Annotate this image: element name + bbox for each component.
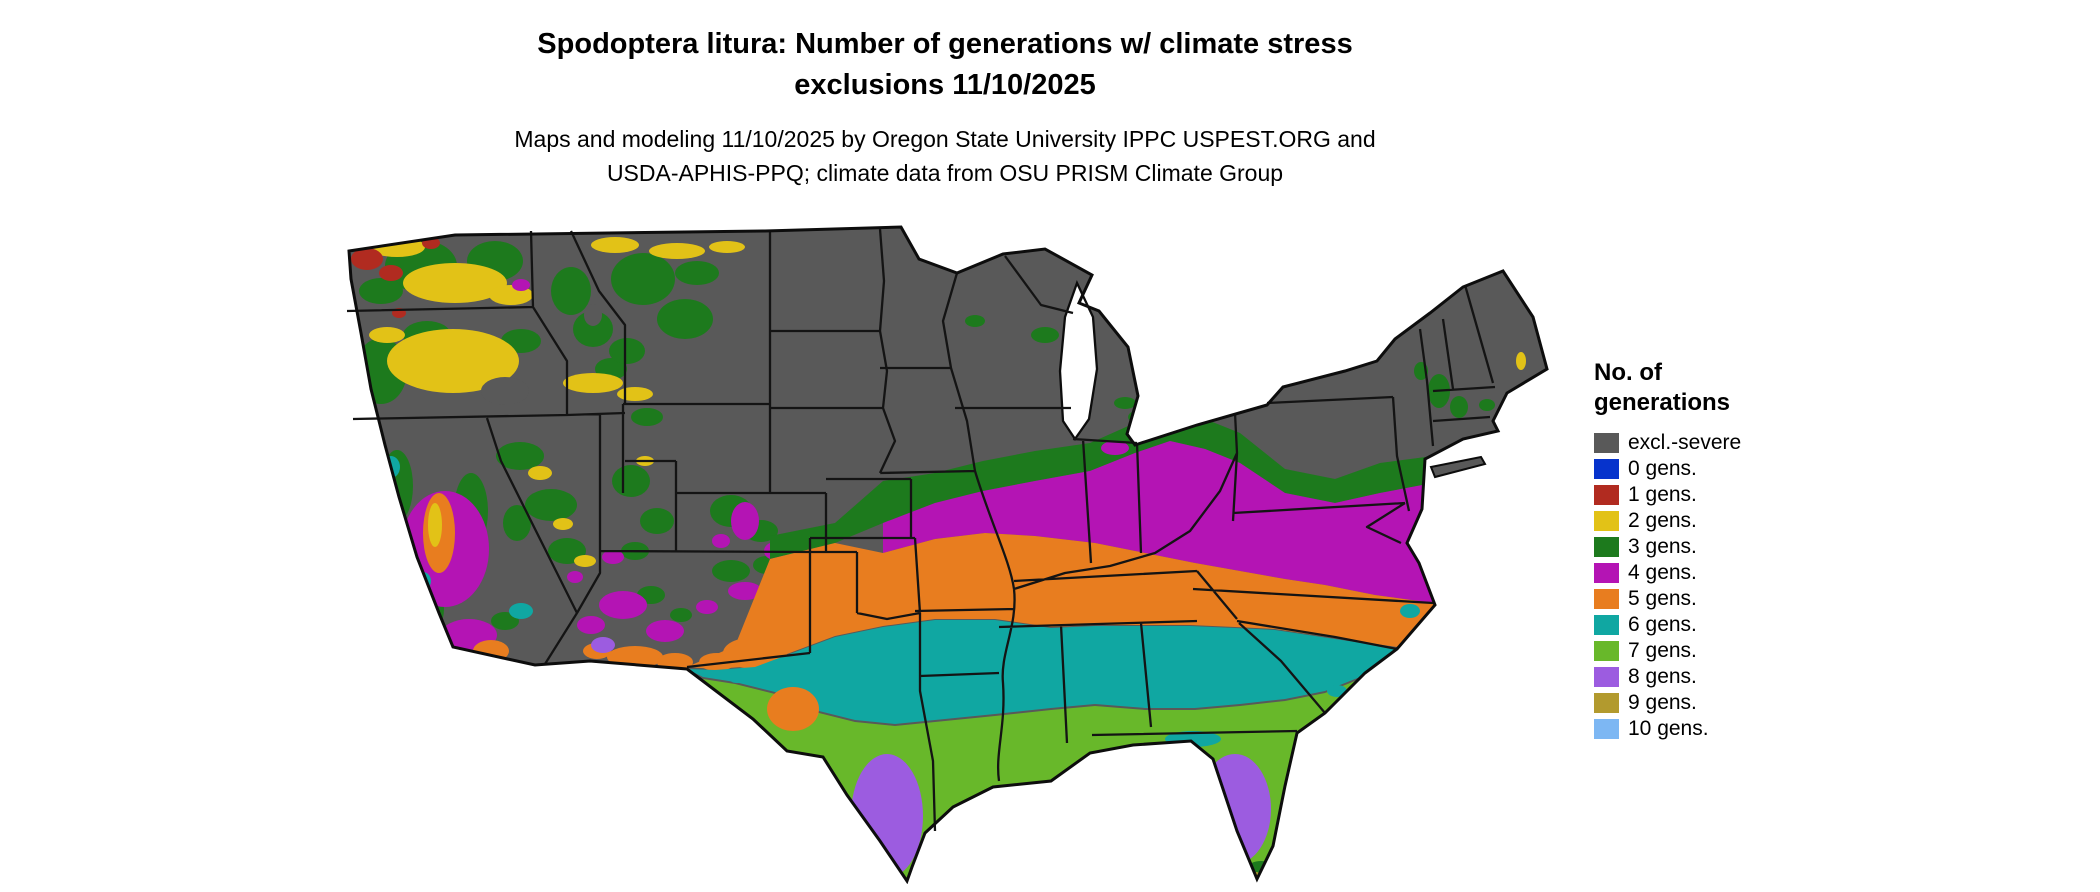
- legend-item: 10 gens.: [1594, 716, 1834, 741]
- page-subtitle-line1: Maps and modeling 11/10/2025 by Oregon S…: [514, 126, 1376, 152]
- legend-title-line1: No. of: [1594, 359, 1662, 386]
- legend-swatch: [1594, 718, 1619, 739]
- legend-label: 3 gens.: [1628, 534, 1697, 558]
- page-title-line2: exclusions 11/10/2025: [794, 69, 1096, 101]
- page-subtitle-line2: USDA-APHIS-PPQ; climate data from OSU PR…: [606, 160, 1284, 186]
- legend-swatch: [1594, 640, 1619, 661]
- legend-label: 9 gens.: [1628, 690, 1697, 714]
- legend-swatch: [1594, 432, 1619, 453]
- legend-swatch: [1594, 510, 1619, 531]
- legend-item: excl.-severe: [1594, 430, 1834, 455]
- legend-item: 7 gens.: [1594, 638, 1834, 663]
- legend-label: 7 gens.: [1628, 638, 1697, 662]
- legend-label: 4 gens.: [1628, 560, 1697, 584]
- legend-label: 10 gens.: [1628, 716, 1709, 740]
- legend-item: 0 gens.: [1594, 456, 1834, 481]
- state-borders: [346, 228, 1496, 832]
- legend-item: 3 gens.: [1594, 534, 1834, 559]
- legend-item: 8 gens.: [1594, 664, 1834, 689]
- legend-items: excl.-severe 0 gens. 1 gens. 2 gens. 3 g…: [1594, 430, 1834, 741]
- legend-label: 2 gens.: [1628, 508, 1697, 532]
- page-title-line1: Spodoptera litura: Number of generations…: [537, 28, 1353, 60]
- legend-swatch: [1594, 666, 1619, 687]
- map-color-regions: [349, 227, 1547, 881]
- legend-item: 4 gens.: [1594, 560, 1834, 585]
- legend-swatch: [1594, 458, 1619, 479]
- legend-swatch: [1594, 562, 1619, 583]
- legend-label: 6 gens.: [1628, 612, 1697, 636]
- legend-swatch: [1594, 692, 1619, 713]
- legend-label: 5 gens.: [1628, 586, 1697, 610]
- legend-swatch: [1594, 536, 1619, 557]
- legend-label: excl.-severe: [1628, 430, 1742, 454]
- long-island: [1429, 455, 1487, 479]
- legend-item: 2 gens.: [1594, 508, 1834, 533]
- legend-swatch: [1594, 614, 1619, 635]
- legend-swatch: [1594, 484, 1619, 505]
- map-container: [335, 221, 1555, 885]
- legend-label: 1 gens.: [1628, 482, 1697, 506]
- legend: No. of generations excl.-severe 0 gens. …: [1594, 358, 1834, 742]
- page-subtitle: Maps and modeling 11/10/2025 by Oregon S…: [0, 122, 1890, 190]
- legend-item: 1 gens.: [1594, 482, 1834, 507]
- us-outline: [347, 225, 1549, 885]
- legend-label: 8 gens.: [1628, 664, 1697, 688]
- page-title: Spodoptera litura: Number of generations…: [0, 24, 1890, 106]
- legend-swatch: [1594, 588, 1619, 609]
- legend-title-line2: generations: [1594, 389, 1731, 416]
- us-generations-map: [346, 225, 1549, 885]
- legend-label: 0 gens.: [1628, 456, 1697, 480]
- legend-item: 9 gens.: [1594, 690, 1834, 715]
- legend-title: No. of generations: [1594, 358, 1834, 418]
- legend-item: 5 gens.: [1594, 586, 1834, 611]
- legend-item: 6 gens.: [1594, 612, 1834, 637]
